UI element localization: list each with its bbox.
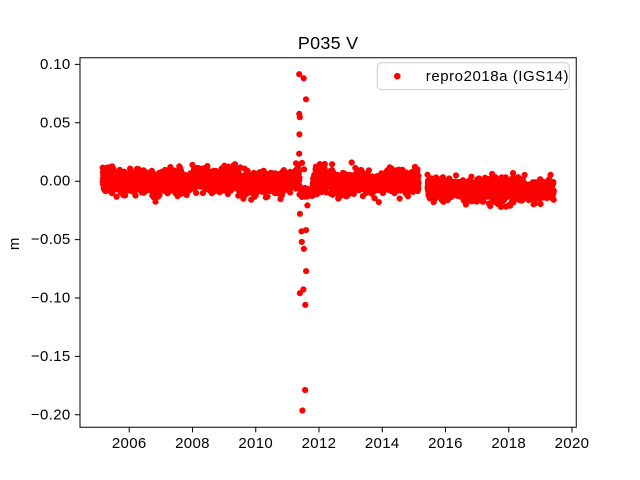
svg-text:0.10: 0.10 [40,56,71,73]
svg-text:2016: 2016 [428,435,463,452]
svg-text:0.00: 0.00 [40,173,71,190]
svg-text:0.05: 0.05 [40,114,71,131]
svg-text:−0.10: −0.10 [31,289,71,306]
svg-text:2018: 2018 [491,435,526,452]
svg-text:2012: 2012 [302,435,337,452]
svg-text:2010: 2010 [238,435,273,452]
svg-text:2008: 2008 [175,435,210,452]
svg-text:repro2018a (IGS14): repro2018a (IGS14) [426,68,569,85]
svg-text:2006: 2006 [112,435,147,452]
svg-text:−0.20: −0.20 [31,406,71,423]
svg-text:−0.05: −0.05 [31,231,71,248]
svg-text:2020: 2020 [555,435,590,452]
svg-text:m: m [6,238,23,251]
svg-text:2014: 2014 [365,435,400,452]
svg-text:−0.15: −0.15 [31,348,71,365]
svg-text:P035 V: P035 V [298,33,359,53]
